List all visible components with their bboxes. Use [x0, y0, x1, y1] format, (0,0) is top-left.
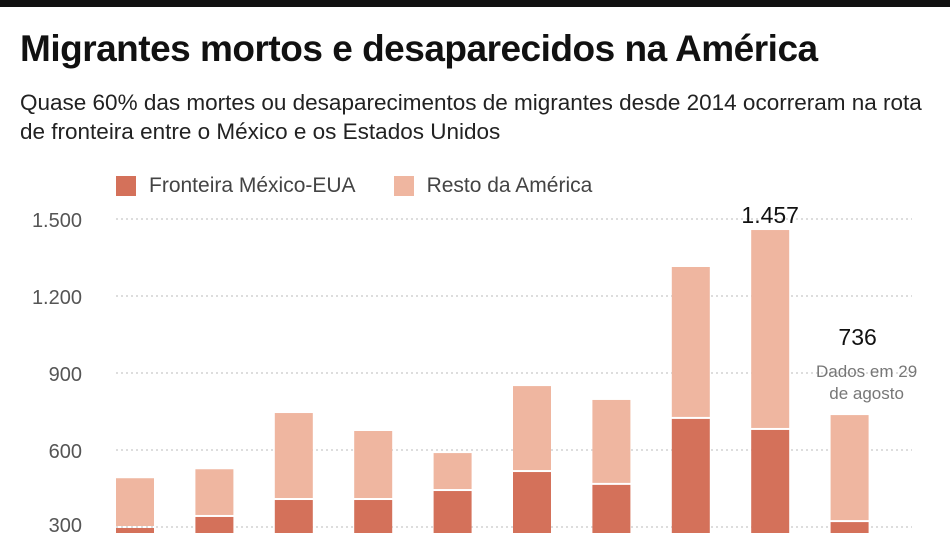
legend-swatch-resto [393, 176, 414, 196]
bar-segment-fronteira [751, 429, 790, 533]
y-tick-label: 300 [49, 515, 82, 533]
legend-label-resto: Resto da América [426, 174, 593, 197]
bar-segment-resto [671, 266, 710, 417]
legend-label-fronteira: Fronteira México-EUA [149, 174, 356, 197]
bar-segment-fronteira [433, 491, 472, 533]
y-tick-label: 600 [49, 441, 82, 463]
annotation-note: Dados em 29 [816, 362, 917, 381]
bar-segment-fronteira [195, 516, 234, 533]
legend: Fronteira México-EUA Resto da América [116, 174, 630, 198]
legend-item-resto: Resto da América [393, 174, 593, 198]
bar-segment-fronteira [592, 484, 631, 533]
bar-segment-fronteira [274, 500, 313, 533]
bar-segment-resto [513, 386, 551, 471]
y-tick-label: 900 [49, 364, 82, 386]
bar-segment-resto [274, 413, 313, 499]
bar-segment-fronteira [513, 472, 551, 533]
bar-segment-resto [116, 478, 154, 526]
bar-segment-resto [751, 230, 790, 428]
y-tick-label: 1.500 [32, 210, 82, 232]
bar-segment-resto [592, 399, 631, 483]
bar-segment-fronteira [830, 522, 869, 533]
top-rule [0, 0, 950, 7]
legend-item-fronteira: Fronteira México-EUA [116, 174, 356, 198]
legend-swatch-fronteira [116, 176, 136, 196]
bar-segment-fronteira [354, 500, 393, 533]
bar-segment-resto [433, 453, 472, 490]
bar-segment-resto [830, 415, 869, 521]
bar-segment-resto [354, 431, 393, 499]
bar-segment-fronteira [116, 528, 154, 533]
chart-subtitle: Quase 60% das mortes ou desaparecimentos… [20, 90, 922, 144]
bar-segment-resto [195, 469, 234, 515]
bar-segment-fronteira [671, 418, 710, 533]
data-label: 736 [838, 324, 876, 350]
y-tick-label: 1.200 [32, 287, 82, 309]
data-label: 1.457 [741, 202, 799, 228]
chart-title: Migrantes mortos e desaparecidos na Amér… [20, 28, 818, 69]
annotation-note: de agosto [829, 384, 904, 403]
